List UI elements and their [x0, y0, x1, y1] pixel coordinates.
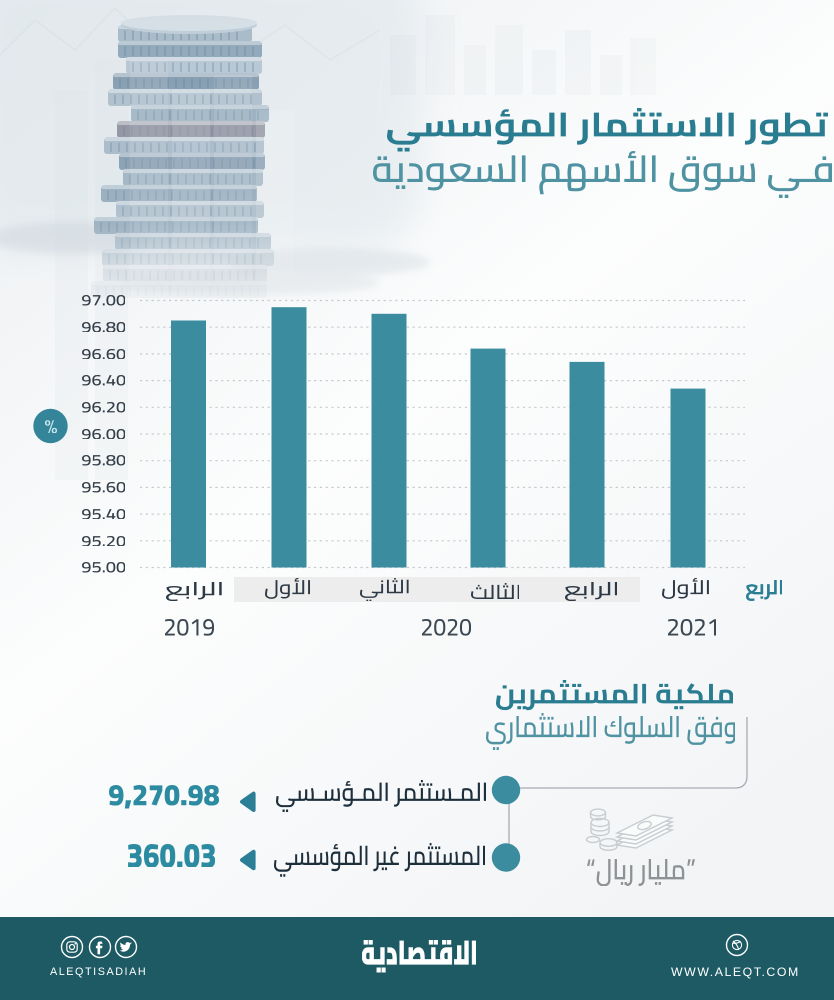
svg-text:WWW.ALEQT.COM: WWW.ALEQT.COM: [671, 965, 800, 979]
svg-text:ALEQTISADIAH: ALEQTISADIAH: [50, 966, 147, 978]
